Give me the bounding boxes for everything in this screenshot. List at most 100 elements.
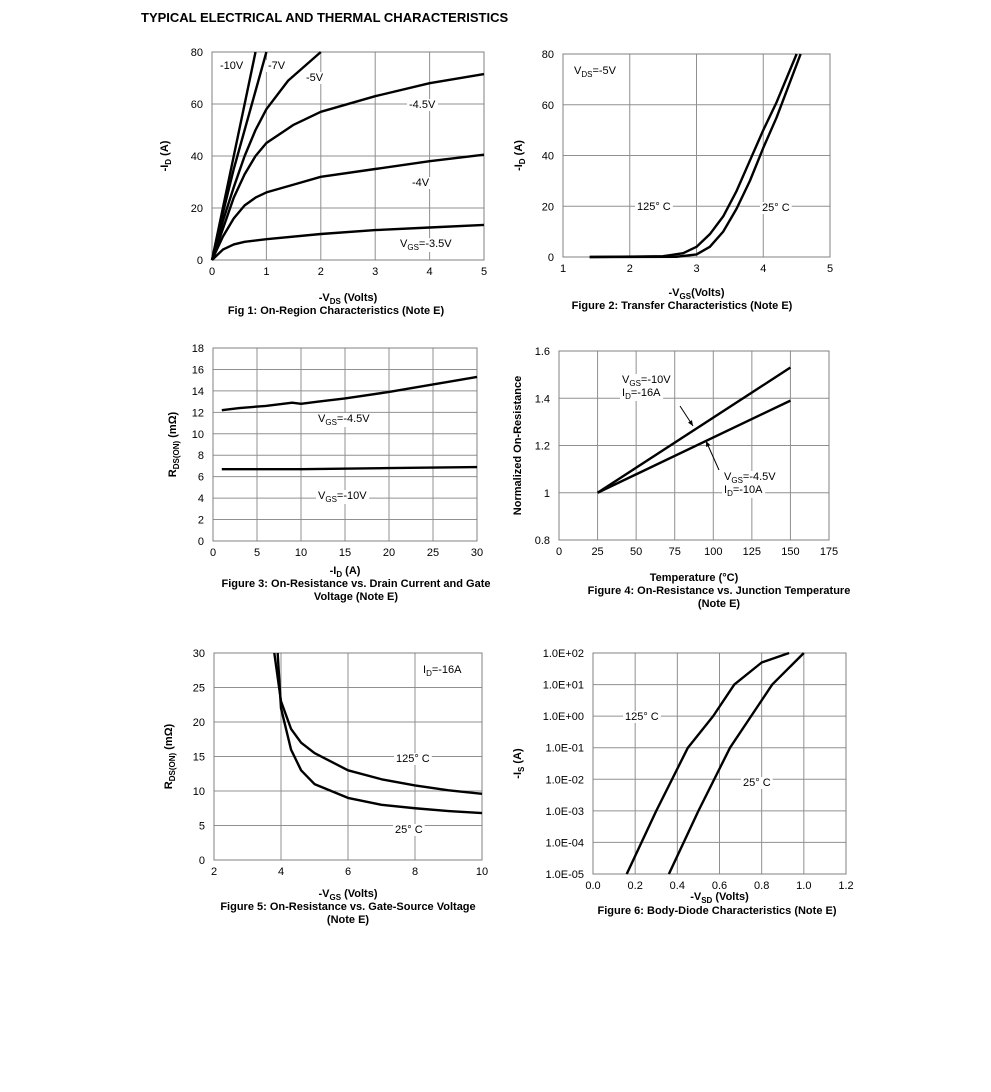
curve-label: ID=-16A [622,387,661,401]
curve-label: -4.5V [409,99,436,111]
x-tick-label: 175 [820,546,838,558]
curve [589,53,798,259]
subscript: GS [680,292,692,301]
text-piece: -V [669,287,681,299]
x-tick-label: 125 [743,546,761,558]
y-tick-label: 12 [192,407,204,419]
y-axis-label: Normalized On-Resistance [512,376,524,515]
figure-caption: Figure 4: On-Resistance vs. Junction Tem… [588,585,851,597]
text-piece: =-10A [733,484,763,496]
y-tick-label: 4 [198,493,204,505]
plot-frame [211,51,485,261]
text-piece: V [724,471,732,483]
curve-label: VGS=-4.5V [724,471,776,485]
chart: 1 2 3 4 5 0 20 40 60 80 VDS=-5V 125° C 25° C -VGS(Vol… [513,49,833,312]
subscript: GS [629,379,641,388]
text-piece: V [574,65,582,77]
curve-label: 125° C [396,753,430,765]
y-tick-label: 2 [198,515,204,527]
curve [625,651,790,875]
y-tick-label: 1 [544,488,550,500]
y-tick-label: 20 [193,717,205,729]
text-piece: =-16A [631,387,661,399]
text-piece: =-4.5V [743,471,776,483]
curve-label: ID=-10A [724,484,763,498]
x-tick-label: 0.8 [754,880,769,892]
curve [211,223,485,261]
curve [210,51,322,261]
y-tick-label: 14 [192,386,204,398]
label-backing [316,490,370,504]
x-tick-label: 4 [760,263,766,275]
y-tick-label: 80 [542,49,554,61]
curve [221,465,478,471]
curve-label: VGS=-10V [318,490,367,504]
chart: 0 5 10 15 20 25 30024681012141618VGS=-4.5VVGS=… [167,343,490,603]
curve-label: -5V [306,72,324,84]
y-tick-label: 1.0E-03 [545,806,584,818]
curve [597,399,791,494]
x-tick-label: 5 [827,263,833,275]
label-backing [316,413,373,427]
curve [667,652,805,875]
x-tick-label: 3 [372,266,378,278]
x-tick-label: 1 [560,263,566,275]
curve-label: 25° C [395,824,423,836]
y-tick-label: 8 [198,450,204,462]
y-tick-label: 16 [192,364,204,376]
curve-label: 125° C [637,201,671,213]
x-tick-label: 30 [471,547,483,559]
x-tick-label: 75 [669,546,681,558]
subscript: GS [329,893,341,902]
text-piece: I [622,387,625,399]
y-tick-label: 10 [192,429,204,441]
subscript: GS [325,495,337,504]
curve-label: -4V [412,177,430,189]
label-backing [620,374,674,388]
subscript: GS [325,418,337,427]
curve [221,375,478,412]
figure-caption: Figure 2: Transfer Characteristics (Note… [572,300,793,312]
y-tick-label: 0 [198,536,204,548]
y-tick-label: 1.0E-04 [545,837,584,849]
label-backing [760,202,792,214]
text-piece: Temperature (°C) [650,572,739,584]
y-tick-label: 15 [193,752,205,764]
curve-label: 25° C [762,202,790,214]
y-tick-label: 1.0E-01 [545,743,584,755]
label-backing [741,777,773,789]
label-backing [722,471,779,485]
chart: 0 25 50 75 100 125 150 1750.811.21.41.6VGS=-10V… [512,346,850,610]
x-tick-label: 0.4 [670,880,685,892]
text-piece: (Volts) [691,287,725,299]
text-piece: (Volts) [341,292,378,304]
y-tick-label: 20 [542,201,554,213]
text-piece: V [318,490,326,502]
y-tick-label: 10 [193,786,205,798]
text-piece: -I [159,165,171,172]
x-tick-label: 1.0 [796,880,811,892]
label-backing [421,664,465,678]
x-tick-label: 4 [427,266,433,278]
x-tick-label: 0 [209,266,215,278]
text-piece: (A) [342,565,361,577]
label-backing [410,177,432,189]
x-tick-label: 6 [345,866,351,878]
x-axis-label: -VSD (Volts) [690,891,749,905]
subscript: GS [407,243,419,252]
x-tick-label: 20 [383,547,395,559]
text-piece: =-4.5V [337,413,370,425]
x-tick-label: 1 [263,266,269,278]
y-tick-label: 80 [191,47,203,59]
y-tick-label: 1.2 [535,441,550,453]
plot-frame [213,652,483,861]
curve-label: ID=-16A [423,664,462,678]
label-backing [266,60,288,72]
x-tick-label: 8 [412,866,418,878]
curve-label: 25° C [743,777,771,789]
figure-caption: Fig 1: On-Region Characteristics (Note E… [228,305,445,317]
figure-caption: (Note E) [698,598,741,610]
y-tick-label: 0 [548,252,554,264]
label-backing [620,387,664,401]
chart: 2 4 6 8 10 0 5 10 15 20 25 30 ID=-16A 125° C 25° C -VGS… [163,648,488,926]
